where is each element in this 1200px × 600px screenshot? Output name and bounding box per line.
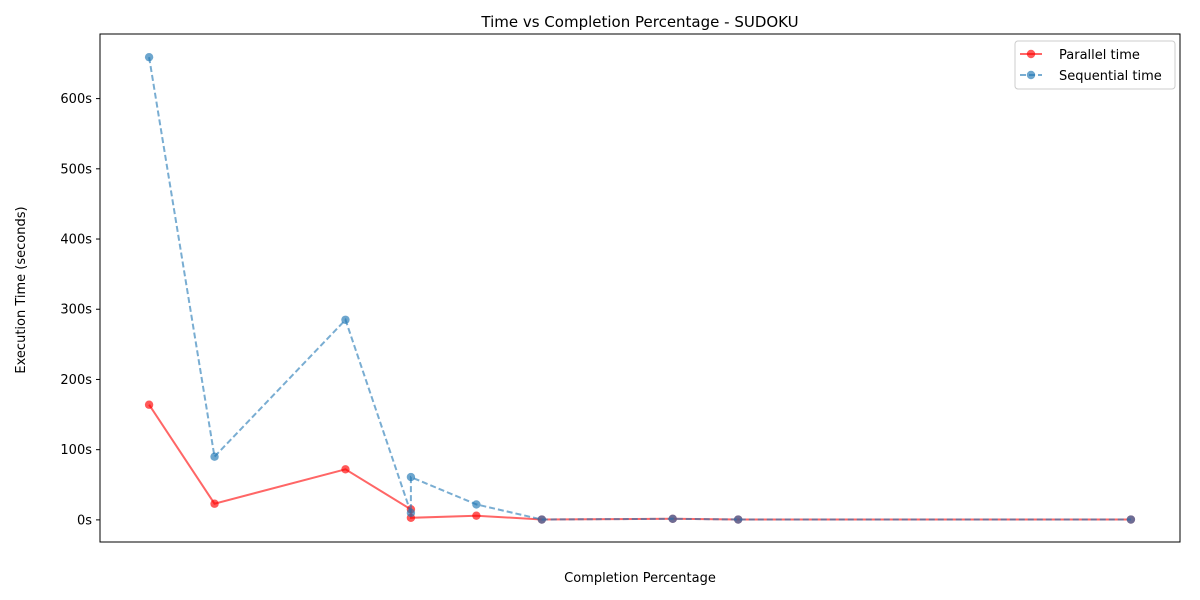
data-point-sequential-time (210, 452, 219, 461)
legend-marker-parallel (1026, 49, 1036, 59)
y-tick-label: 200s (60, 373, 92, 388)
y-tick-label: 100s (60, 443, 92, 458)
series-line-sequential-time (148, 57, 1131, 521)
y-axis-label: Execution Time (seconds) (14, 206, 29, 373)
y-tick-label: 500s (60, 162, 92, 177)
y-tick-label: 400s (60, 233, 92, 248)
data-point-sequential-time (341, 315, 350, 324)
legend-box (1014, 40, 1176, 90)
y-tick-label: 0s (77, 513, 92, 528)
legend: Parallel time Sequential time (1014, 40, 1176, 90)
legend-label-sequential: Sequential time (1059, 69, 1162, 84)
data-point-parallel-time (472, 511, 481, 520)
data-point-parallel-time (144, 400, 154, 409)
x-axis-label: Completion Percentage (564, 571, 716, 586)
legend-label-parallel: Parallel time (1059, 48, 1140, 63)
data-point-sequential-time (144, 52, 154, 62)
data-point-sequential-time (668, 514, 677, 524)
chart-title: Time vs Completion Percentage - SUDOKU (480, 13, 798, 31)
y-tick-label: 600s (60, 92, 92, 107)
data-point-sequential-time (1126, 515, 1136, 524)
data-point-parallel-time (210, 499, 219, 508)
data-point-sequential-time (537, 515, 547, 524)
data-point-sequential-time (406, 472, 416, 482)
data-point-sequential-time (733, 515, 743, 524)
y-tick-label: 300s (60, 303, 92, 318)
data-point-sequential-time (472, 500, 481, 509)
legend-marker-sequential (1026, 70, 1036, 80)
plot-area (99, 33, 1181, 543)
data-point-sequential-time (406, 508, 416, 518)
data-point-parallel-time (341, 465, 350, 474)
